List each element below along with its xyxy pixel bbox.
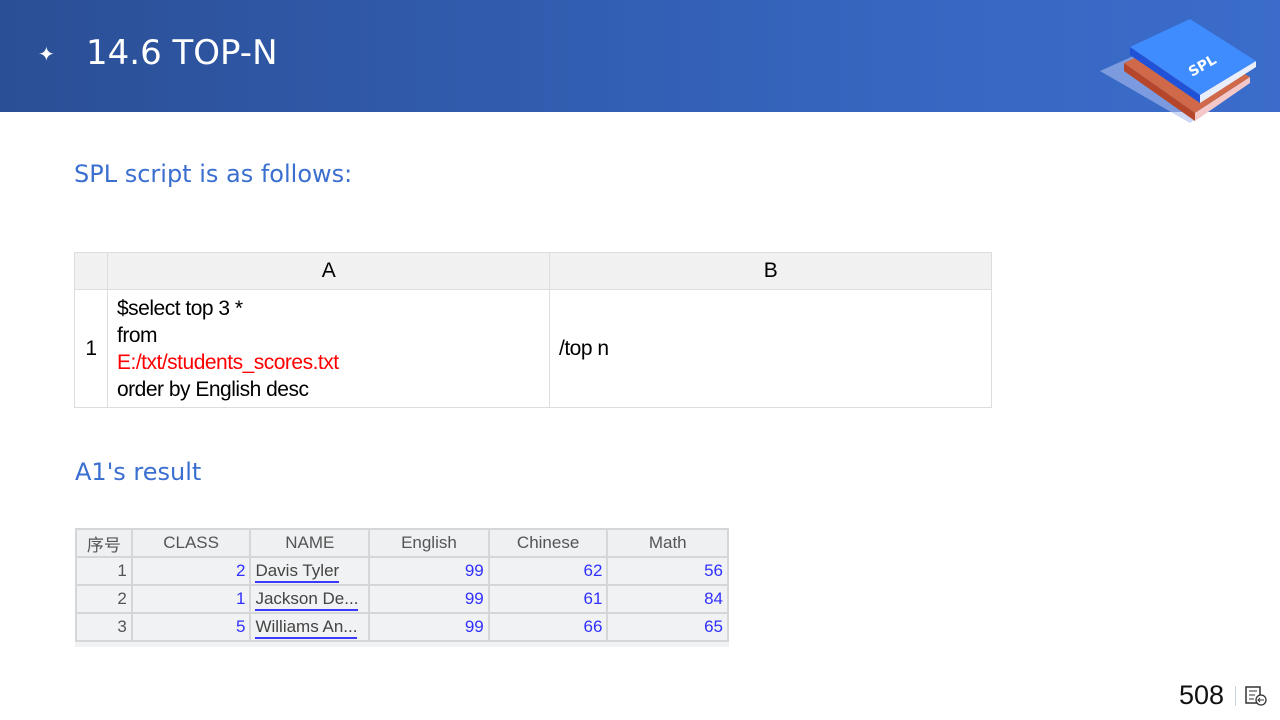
cell[interactable]: Jackson De... xyxy=(249,584,371,614)
name-link[interactable]: Williams An... xyxy=(255,617,358,639)
col-class: CLASS xyxy=(130,528,252,558)
row-number[interactable]: 1 xyxy=(74,289,108,408)
code-line: from xyxy=(117,323,158,347)
cell: 1 xyxy=(75,556,133,586)
col-chinese: Chinese xyxy=(487,528,609,558)
cell-b1[interactable]: /top n xyxy=(549,289,992,408)
column-header-b[interactable]: B xyxy=(549,252,992,290)
col-english: English xyxy=(368,528,490,558)
cell: 99 xyxy=(368,584,490,614)
cell[interactable]: Davis Tyler xyxy=(249,556,371,586)
cell: 56 xyxy=(606,556,729,586)
cell: 84 xyxy=(606,584,729,614)
cell: 62 xyxy=(487,556,609,586)
name-link[interactable]: Davis Tyler xyxy=(255,561,340,583)
code-line: $select top 3 * xyxy=(117,296,243,320)
cell: 1 xyxy=(130,584,252,614)
cell: 5 xyxy=(130,612,252,642)
result-table: 序号 CLASS NAME English Chinese Math 1 2 D… xyxy=(75,528,729,647)
code-line: order by English desc xyxy=(117,377,309,401)
table-row: 1 2 Davis Tyler 99 62 56 xyxy=(75,556,729,586)
col-math: Math xyxy=(606,528,729,558)
page-number: 508 xyxy=(1179,680,1225,710)
cell[interactable]: Williams An... xyxy=(249,612,371,642)
cell: 3 xyxy=(75,612,133,642)
spl-cookbook-logo: SPL xyxy=(1100,19,1256,123)
slide-title: 14.6 TOP-N xyxy=(86,33,278,73)
cell: 65 xyxy=(606,612,729,642)
cell: 2 xyxy=(75,584,133,614)
column-header-a[interactable]: A xyxy=(107,252,550,290)
divider xyxy=(1235,686,1236,706)
table-row: 2 1 Jackson De... 99 61 84 xyxy=(75,584,729,614)
cell: 99 xyxy=(368,612,490,642)
file-path: E:/txt/students_scores.txt xyxy=(117,350,339,374)
corner-cell xyxy=(74,252,108,290)
cell: 61 xyxy=(487,584,609,614)
intro-text: SPL script is as follows: xyxy=(74,160,353,188)
cell: 99 xyxy=(368,556,490,586)
sparkle-icon: ✦ xyxy=(38,44,55,66)
table-footer xyxy=(76,641,728,647)
table-header: 序号 CLASS NAME English Chinese Math xyxy=(75,528,729,558)
name-link[interactable]: Jackson De... xyxy=(255,589,359,611)
col-name: NAME xyxy=(249,528,371,558)
result-label: A1's result xyxy=(75,458,202,486)
cell: 2 xyxy=(130,556,252,586)
header-banner: ✦ 14.6 TOP-N SPL xyxy=(0,0,1280,123)
cell-a1[interactable]: $select top 3 * from E:/txt/students_sco… xyxy=(107,289,550,408)
col-index: 序号 xyxy=(75,528,133,558)
notes-icon[interactable] xyxy=(1245,686,1267,706)
cell: 66 xyxy=(487,612,609,642)
table-row: 3 5 Williams An... 99 66 65 xyxy=(75,612,729,642)
spl-script-grid: A B 1 $select top 3 * from E:/txt/studen… xyxy=(74,252,992,408)
